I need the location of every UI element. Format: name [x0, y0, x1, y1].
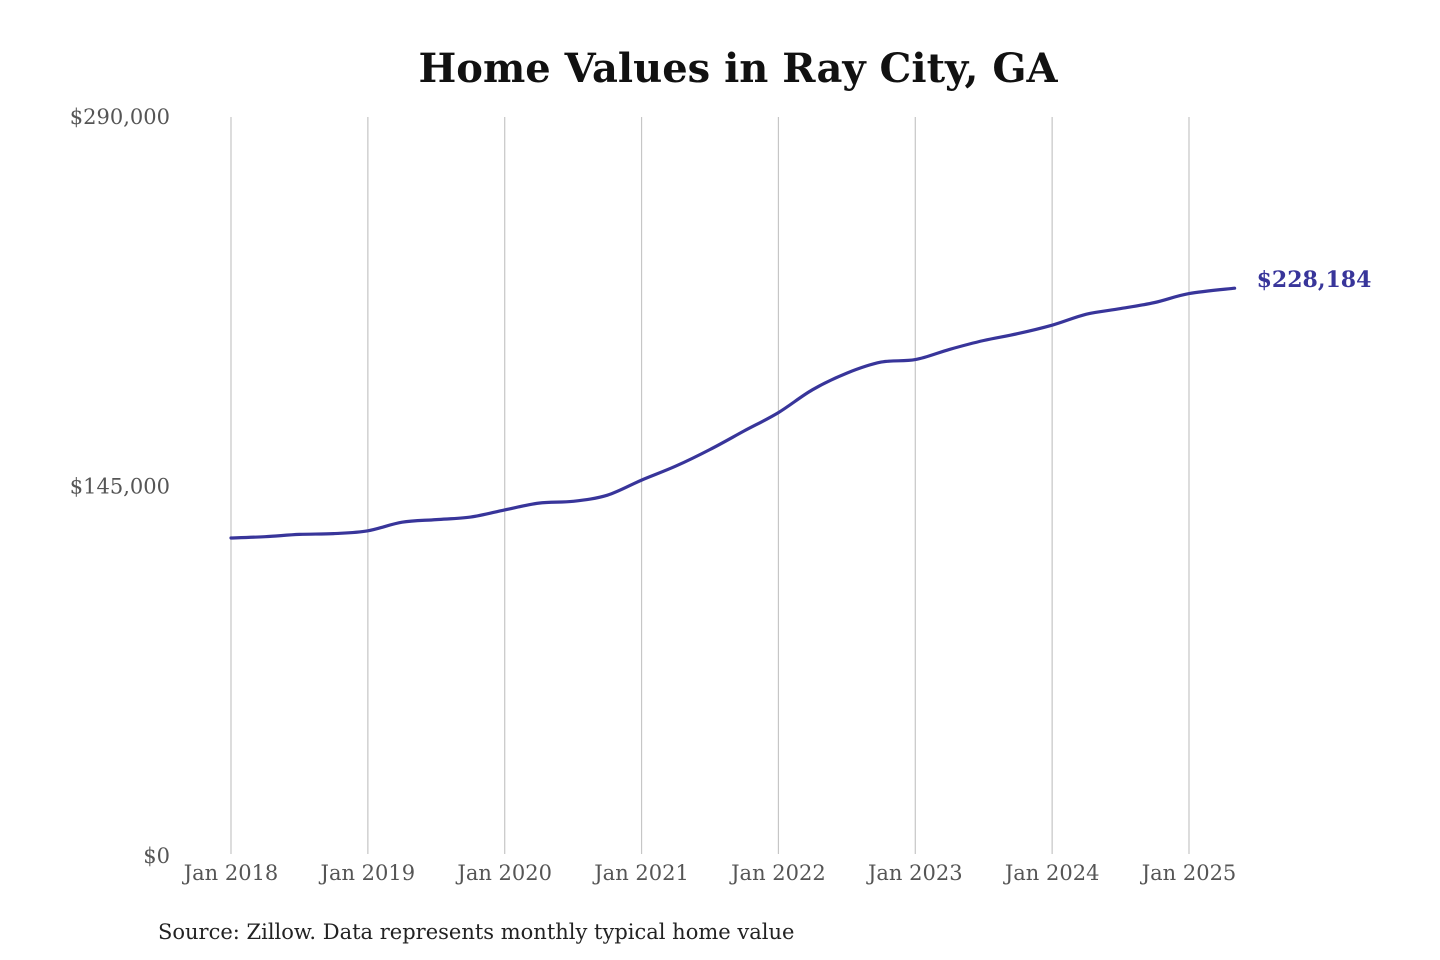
x-tick-label: Jan 2018 — [182, 861, 279, 885]
end-value-label: $228,184 — [1257, 267, 1372, 293]
x-tick-label: Jan 2025 — [1140, 861, 1237, 885]
y-tick-label: $145,000 — [70, 475, 170, 499]
x-tick-label: Jan 2019 — [319, 861, 416, 885]
y-tick-label: $290,000 — [70, 105, 170, 129]
y-axis-ticks: $0 $145,000 $290,000 — [70, 105, 170, 868]
x-axis-ticks: Jan 2018 Jan 2019 Jan 2020 Jan 2021 Jan 2022… — [182, 861, 1237, 885]
y-tick-label: $0 — [143, 844, 170, 868]
chart-title: Home Values in Ray City, GA — [418, 45, 1058, 92]
x-tick-label: Jan 2023 — [866, 861, 963, 885]
x-tick-label: Jan 2021 — [592, 861, 689, 885]
series-line — [229, 286, 1237, 540]
source-note: Source: Zillow. Data represents monthly … — [158, 920, 794, 944]
x-tick-label: Jan 2022 — [729, 861, 826, 885]
x-tick-label: Jan 2024 — [1003, 861, 1100, 885]
x-tick-label: Jan 2020 — [455, 861, 552, 885]
gridlines — [230, 117, 1190, 854]
